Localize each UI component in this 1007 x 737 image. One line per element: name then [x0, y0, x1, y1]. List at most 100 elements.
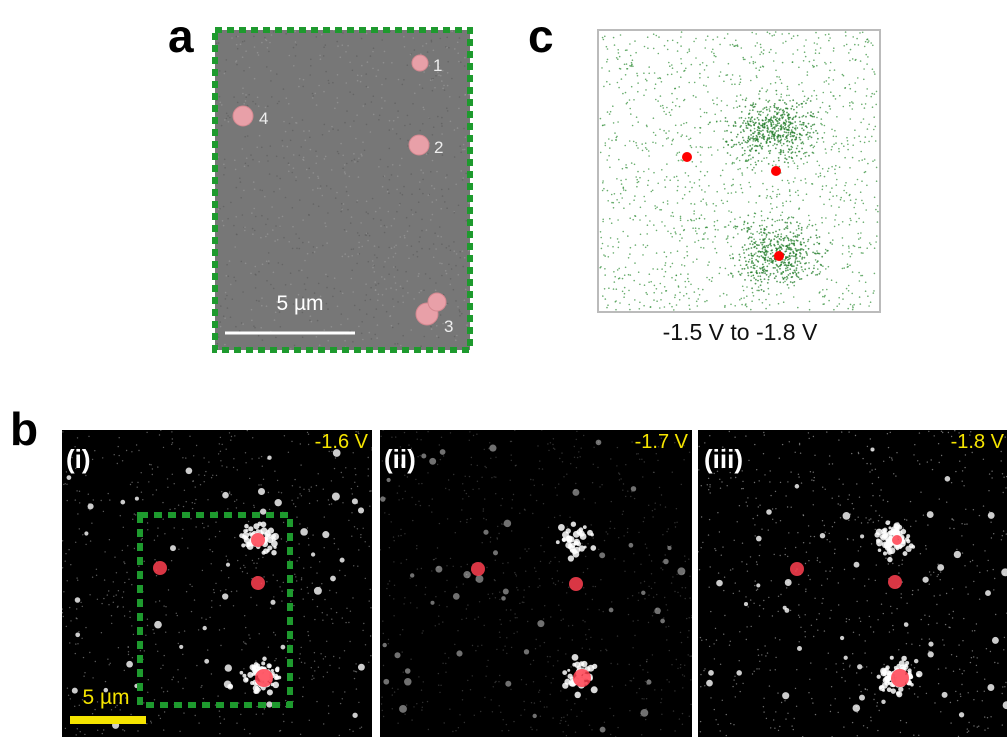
speck — [876, 235, 878, 237]
speck — [743, 120, 745, 122]
speck — [746, 249, 748, 251]
speck — [807, 241, 809, 243]
speck — [466, 324, 468, 326]
speck — [391, 325, 393, 327]
speck — [226, 264, 228, 266]
speck — [699, 64, 701, 66]
speck — [435, 566, 442, 573]
speck — [786, 121, 788, 123]
speck — [755, 33, 757, 35]
speck — [679, 234, 681, 236]
speck — [508, 730, 509, 731]
speck — [421, 568, 422, 569]
speck — [691, 187, 693, 189]
speck — [696, 258, 698, 260]
speck — [781, 33, 783, 35]
speck — [365, 234, 367, 236]
speck — [493, 686, 494, 687]
speck — [785, 132, 787, 134]
speck — [741, 268, 743, 270]
speck — [477, 646, 478, 647]
speck — [132, 519, 133, 520]
speck — [432, 498, 433, 499]
speck — [79, 491, 80, 492]
speck — [459, 309, 461, 311]
speck — [359, 728, 360, 729]
speck — [434, 188, 436, 190]
speck — [291, 722, 292, 723]
speck — [673, 216, 675, 218]
speck — [553, 438, 554, 439]
speck — [553, 582, 554, 583]
speck — [171, 679, 172, 680]
speck — [468, 94, 470, 96]
speck — [283, 522, 284, 523]
speck — [309, 640, 310, 641]
speck — [849, 60, 851, 62]
speck — [747, 266, 749, 268]
speck — [707, 238, 709, 240]
speck — [827, 112, 829, 114]
speck — [118, 446, 119, 447]
speck — [676, 275, 678, 277]
speck — [164, 655, 165, 656]
speck — [142, 499, 143, 500]
speck — [750, 130, 752, 132]
speck — [711, 154, 713, 156]
speck — [258, 488, 265, 495]
speck — [868, 141, 870, 143]
speck — [770, 239, 772, 241]
speck — [118, 590, 119, 591]
speck — [666, 256, 668, 258]
speck — [743, 252, 745, 254]
speck — [791, 242, 793, 244]
speck — [429, 248, 431, 250]
speck — [873, 292, 875, 294]
speck — [639, 459, 640, 460]
speck — [514, 430, 515, 431]
speck — [744, 221, 746, 223]
speck — [780, 293, 782, 295]
speck — [605, 145, 607, 147]
speck — [294, 345, 296, 347]
speck — [313, 172, 315, 174]
speck — [678, 86, 680, 88]
speck — [361, 155, 363, 157]
speck — [389, 547, 390, 548]
speck — [353, 94, 355, 96]
speck — [452, 731, 453, 732]
speck — [617, 58, 619, 60]
speck — [703, 247, 705, 249]
speck — [558, 483, 559, 484]
speck — [240, 197, 242, 199]
speck — [231, 494, 232, 495]
speck — [358, 242, 360, 244]
speck — [353, 670, 354, 671]
speck — [469, 476, 470, 477]
speck — [860, 237, 862, 239]
speck — [728, 274, 730, 276]
speck — [618, 202, 620, 204]
speck — [654, 689, 655, 690]
speck — [522, 602, 523, 603]
speck — [771, 208, 773, 210]
speck — [262, 657, 266, 661]
speck — [424, 336, 426, 338]
speck — [793, 232, 795, 234]
speck — [326, 614, 327, 615]
speck — [435, 596, 436, 597]
speck — [813, 132, 815, 134]
speck — [229, 493, 230, 494]
speck — [754, 131, 756, 133]
speck — [219, 96, 221, 98]
speck — [387, 166, 389, 168]
speck — [193, 455, 194, 456]
speck — [770, 49, 772, 51]
speck — [808, 575, 809, 576]
speck — [545, 676, 546, 677]
speck — [857, 77, 859, 79]
speck — [789, 191, 791, 193]
speck — [795, 116, 797, 118]
speck — [690, 656, 691, 657]
speck — [750, 226, 752, 228]
